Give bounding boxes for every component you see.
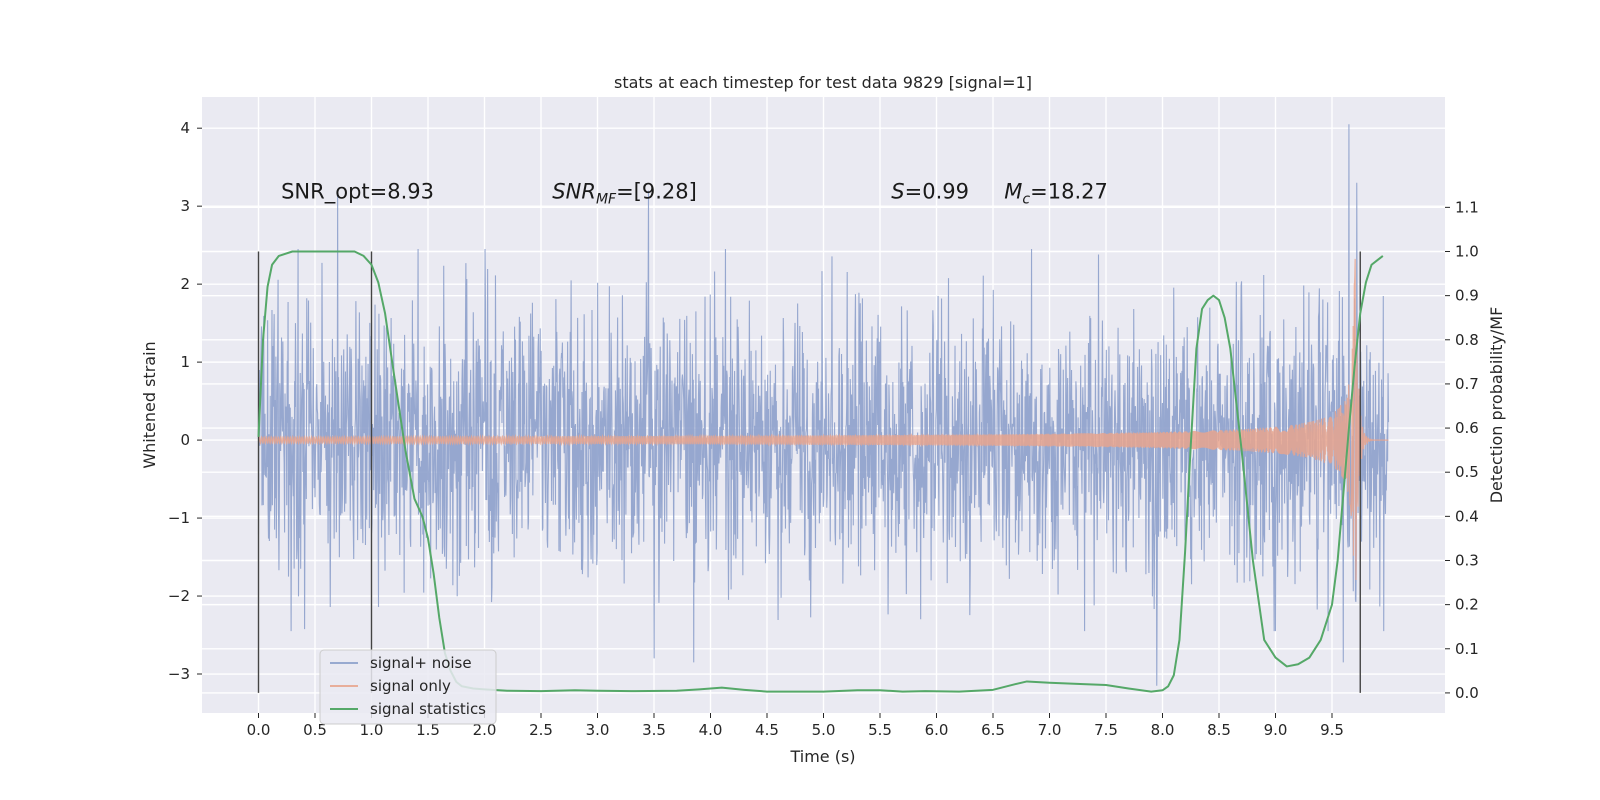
x-tick-label: 0.0 <box>247 721 271 739</box>
y2-tick-label: 0.5 <box>1455 463 1479 481</box>
x-tick-label: 2.5 <box>529 721 553 739</box>
y-axis-left: −3 −2 −1 0 1 2 3 4 <box>168 119 202 683</box>
x-tick-label: 7.5 <box>1094 721 1118 739</box>
x-tick-label: 9.5 <box>1320 721 1344 739</box>
x-tick-label: 2.0 <box>473 721 497 739</box>
y2-tick-label: 0.4 <box>1455 507 1479 525</box>
x-tick-label: 4.5 <box>755 721 779 739</box>
y2-tick-label: 1.1 <box>1455 198 1479 216</box>
y-tick-label: 3 <box>180 197 190 215</box>
y2-tick-label: 0.6 <box>1455 419 1479 437</box>
x-tick-label: 3.5 <box>642 721 666 739</box>
legend-entry-noise: signal+ noise <box>370 654 472 672</box>
y-tick-label: 2 <box>180 275 190 293</box>
signal-only-series <box>257 258 1389 580</box>
legend-entry-signal: signal only <box>370 677 451 695</box>
y-tick-label: −1 <box>168 509 190 527</box>
x-axis: 0.0 0.5 1.0 1.5 2.0 2.5 3.0 3.5 4.0 4.5 5.0 5.5 6.0 6… <box>247 713 1344 739</box>
y2-axis-label: Detection probability/MF <box>1487 307 1506 504</box>
y2-tick-label: 0.8 <box>1455 331 1479 349</box>
x-tick-label: 4.0 <box>699 721 723 739</box>
vertical-markers <box>257 251 1361 693</box>
y2-tick-label: 0.9 <box>1455 287 1479 305</box>
y-tick-label: 4 <box>180 119 190 137</box>
annotation: S=0.99 <box>891 180 969 204</box>
chart-title: stats at each timestep for test data 982… <box>614 73 1032 92</box>
signal-only-line <box>257 258 1389 580</box>
annotations: SNR_opt=8.93 SNRMF=[9.28] S=0.99 Mc=18.27 <box>281 180 1108 208</box>
noise-line <box>257 124 1390 686</box>
x-tick-label: 1.5 <box>416 721 440 739</box>
annotation: SNRMF=[9.28] <box>552 180 697 208</box>
y2-tick-label: 0.7 <box>1455 375 1479 393</box>
y2-tick-label: 0.3 <box>1455 551 1479 569</box>
legend: signal+ noise signal only signal statist… <box>319 649 497 725</box>
x-tick-label: 6.5 <box>981 721 1005 739</box>
y-axis-right: 0.0 0.1 0.2 0.3 0.4 0.5 0.6 0.7 0.8 0.9 1.0 1.1 <box>1445 198 1479 702</box>
x-axis-label: Time (s) <box>789 747 855 766</box>
x-tick-label: 7.0 <box>1038 721 1062 739</box>
y2-tick-label: 0.0 <box>1455 684 1479 702</box>
legend-entry-stats: signal statistics <box>370 700 486 718</box>
x-tick-label: 6.0 <box>925 721 949 739</box>
signal-statistics-series <box>257 250 1384 693</box>
x-tick-label: 5.0 <box>812 721 836 739</box>
x-tick-label: 8.0 <box>1151 721 1175 739</box>
y2-tick-label: 0.2 <box>1455 596 1479 614</box>
y-tick-label: −2 <box>168 587 190 605</box>
y-tick-label: 1 <box>180 353 190 371</box>
x-tick-label: 3.0 <box>586 721 610 739</box>
x-tick-label: 1.0 <box>360 721 384 739</box>
y-axis-label: Whitened strain <box>140 341 159 468</box>
x-tick-label: 0.5 <box>303 721 327 739</box>
y-tick-label: −3 <box>168 665 190 683</box>
x-tick-label: 9.0 <box>1264 721 1288 739</box>
x-tick-label: 5.5 <box>868 721 892 739</box>
y2-tick-label: 0.1 <box>1455 640 1479 658</box>
annotation: Mc=18.27 <box>1004 180 1108 208</box>
x-tick-label: 8.5 <box>1207 721 1231 739</box>
y2-tick-label: 1.0 <box>1455 242 1479 260</box>
signal-statistics-line <box>257 250 1384 693</box>
annotation: SNR_opt=8.93 <box>281 180 434 205</box>
noise-series <box>257 124 1390 686</box>
y-tick-label: 0 <box>180 431 190 449</box>
legend-box <box>319 649 497 725</box>
